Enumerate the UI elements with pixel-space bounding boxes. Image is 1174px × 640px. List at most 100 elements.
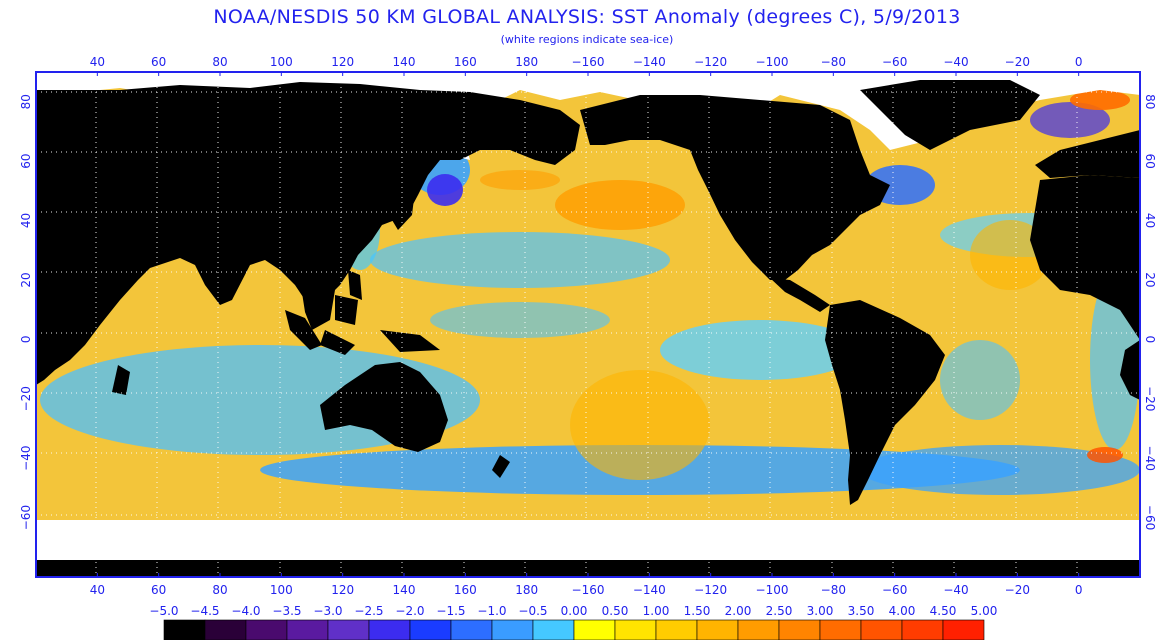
colorbar-swatch	[368, 619, 411, 640]
colorbar-label: 0.00	[561, 604, 588, 618]
landmass-japan	[392, 175, 415, 230]
landmass-eurasia-africa	[36, 82, 580, 385]
lon-tick-label: 60	[151, 55, 166, 69]
colorbar-label: −2.5	[354, 604, 383, 618]
landmass-new-guinea	[380, 330, 440, 352]
lat-tick-label: 40	[1143, 213, 1157, 228]
lat-tick-label: −60	[1143, 505, 1157, 530]
lat-tick-label: −40	[1143, 446, 1157, 471]
land	[36, 80, 1140, 577]
colorbar-label: 4.00	[889, 604, 916, 618]
lon-tick-label: −40	[943, 55, 968, 69]
lon-tick-label: −140	[633, 55, 666, 69]
graticule	[36, 72, 1140, 577]
colorbar-label: 0.50	[602, 604, 629, 618]
lon-tick-label: 0	[1075, 55, 1083, 69]
lon-tick-label: −80	[821, 55, 846, 69]
lon-tick-label: −60	[882, 583, 907, 597]
lon-tick-label: 140	[393, 55, 416, 69]
colorbar-label: 4.50	[930, 604, 957, 618]
colorbar-swatch	[573, 619, 616, 640]
lon-tick-label: 120	[331, 55, 354, 69]
lon-tick-label: −80	[821, 583, 846, 597]
lon-tick-label: −100	[756, 55, 789, 69]
colorbar-label: 1.50	[684, 604, 711, 618]
colorbar-swatch	[204, 619, 247, 640]
anomaly-patches	[36, 88, 1140, 495]
colorbar-label: −5.0	[149, 604, 178, 618]
colorbar-swatch	[860, 619, 903, 640]
lon-tick-label: −60	[882, 55, 907, 69]
landmass-indonesia	[285, 295, 358, 355]
landmass-europe	[1035, 130, 1140, 178]
lon-ticks-top: 40 60 80 100 120 140 160 180 −160 −140 −120 −100 −80…	[90, 55, 1083, 76]
colorbar-label: −1.0	[477, 604, 506, 618]
colorbar-label: −0.5	[518, 604, 547, 618]
colorbar-swatch	[163, 619, 206, 640]
lat-tick-label: 80	[19, 94, 33, 109]
lon-tick-label: −20	[1005, 55, 1030, 69]
landmass-south-america	[825, 300, 945, 505]
colorbar-swatch	[450, 619, 493, 640]
lat-tick-label: −20	[1143, 386, 1157, 411]
landmass-philippines	[348, 270, 362, 300]
colorbar-swatch	[327, 619, 370, 640]
lon-ticks-bottom: 40 60 80 100 120 140 160 180 −160 −140 −120 −100 −80…	[90, 573, 1083, 597]
colorbar-swatch	[819, 619, 862, 640]
landmass-central-america	[770, 278, 830, 312]
colorbar-swatch	[942, 619, 985, 640]
lon-tick-label: 180	[515, 55, 538, 69]
map-subtitle: (white regions indicate sea-ice)	[500, 33, 674, 46]
lon-tick-label: −100	[756, 583, 789, 597]
lat-tick-label: 20	[19, 272, 33, 287]
landmass-new-zealand	[492, 455, 510, 478]
lon-tick-label: 140	[393, 583, 416, 597]
lon-tick-label: 80	[212, 55, 227, 69]
map-title: NOAA/NESDIS 50 KM GLOBAL ANALYSIS: SST A…	[213, 6, 961, 28]
landmass-antarctica	[36, 560, 1140, 577]
landmass-australia	[320, 362, 448, 452]
lat-tick-label: 40	[19, 213, 33, 228]
colorbar-swatch	[901, 619, 944, 640]
lon-tick-label: 100	[270, 55, 293, 69]
colorbar-label: −4.0	[231, 604, 260, 618]
colorbar-label: −3.0	[313, 604, 342, 618]
lon-tick-label: −160	[572, 55, 605, 69]
colorbar-label: −3.5	[272, 604, 301, 618]
colorbar-swatch	[409, 619, 452, 640]
lat-tick-label: −60	[19, 505, 33, 530]
lon-tick-label: −40	[943, 583, 968, 597]
lat-ticks-right: 80 60 40 20 0 −20 −40 −60	[1143, 94, 1157, 530]
colorbar-swatch	[655, 619, 698, 640]
lon-tick-label: 80	[212, 583, 227, 597]
colorbar-swatch	[286, 619, 329, 640]
lon-tick-label: −20	[1005, 583, 1030, 597]
lon-tick-label: 0	[1075, 583, 1083, 597]
landmass-southern-africa	[1120, 340, 1140, 400]
lon-tick-label: −120	[694, 583, 727, 597]
lat-tick-label: 60	[19, 153, 33, 168]
landmass-indochina	[300, 275, 335, 330]
colorbar-swatch	[778, 619, 821, 640]
colorbar-labels: −5.0 −4.5 −4.0 −3.5 −3.0 −2.5 −2.0 −1.5 −1.0 −0.5…	[149, 604, 997, 618]
colorbar-swatch	[491, 619, 534, 640]
landmass-greenland	[860, 80, 1040, 150]
lat-tick-label: −20	[19, 386, 33, 411]
colorbar-swatch	[245, 619, 288, 640]
lon-tick-label: 160	[454, 583, 477, 597]
lon-tick-label: 100	[270, 583, 293, 597]
lon-tick-label: 40	[90, 583, 105, 597]
colorbar-swatch	[696, 619, 739, 640]
lon-tick-label: −120	[694, 55, 727, 69]
colorbar-label: −1.5	[436, 604, 465, 618]
lat-tick-label: 80	[1143, 94, 1157, 109]
colorbar-label: 1.00	[643, 604, 670, 618]
colorbar-label: −2.0	[395, 604, 424, 618]
lon-tick-label: 160	[454, 55, 477, 69]
lon-tick-label: 120	[331, 583, 354, 597]
lon-tick-label: −140	[633, 583, 666, 597]
lon-tick-label: −160	[572, 583, 605, 597]
lat-tick-label: 0	[19, 336, 33, 344]
colorbar-label: 2.50	[766, 604, 793, 618]
